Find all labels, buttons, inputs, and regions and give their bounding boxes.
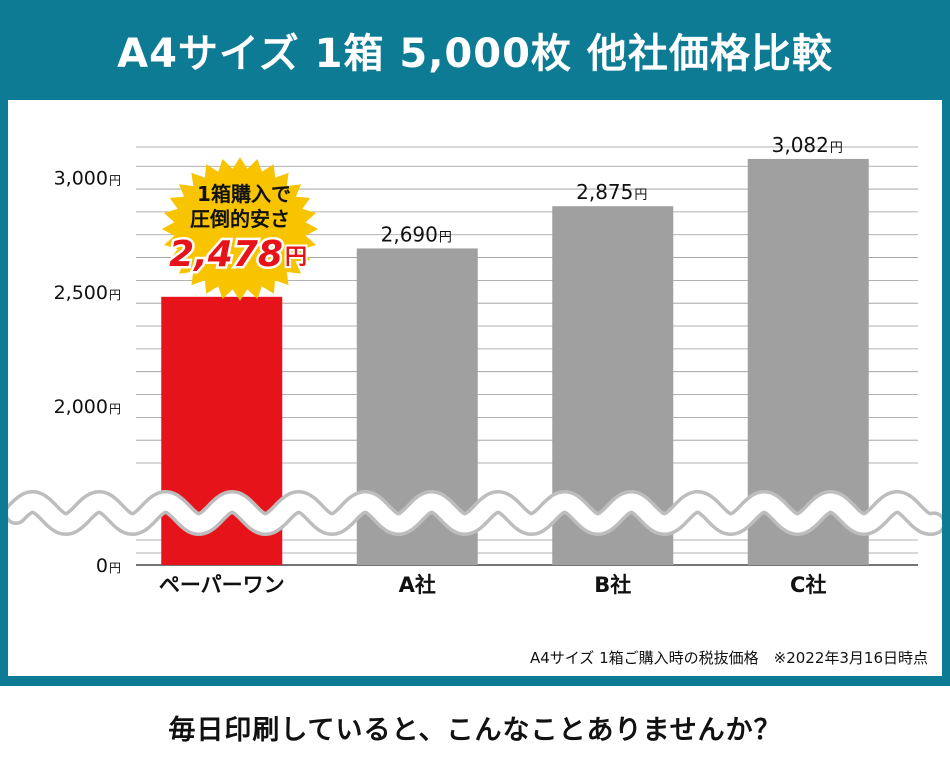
y-tick-label: 2,500: [54, 282, 108, 304]
title-banner: A4サイズ 1箱 5,000枚 他社価格比較 0 円 2,000 円 2,500 円 3,0…: [0, 0, 950, 686]
value-unit: 円: [634, 188, 647, 203]
footnote: A4サイズ 1箱ご購入時の税抜価格 ※2022年3月16日時点: [529, 649, 928, 667]
y-tick-label: 2,000: [54, 396, 108, 418]
y-tick-label: 3,000: [54, 168, 108, 190]
y-tick-unit: 円: [109, 561, 121, 575]
question-heading: 毎日印刷していると、こんなことありませんか？: [168, 715, 782, 746]
category-label: A社: [399, 573, 436, 597]
chart-title: A4サイズ 1箱 5,000枚 他社価格比較: [117, 31, 833, 77]
value-unit: 円: [439, 230, 452, 245]
category-label: C社: [790, 573, 826, 597]
badge-line-2: 圧倒的安さ: [190, 207, 290, 231]
y-tick-unit: 円: [109, 174, 121, 188]
category-label: B社: [594, 573, 631, 597]
badge-price-unit: 円: [285, 245, 307, 270]
value-label: 2,690: [381, 222, 438, 246]
chart-panel: 0 円 2,000 円 2,500 円 3,000 円ペーパーワン A社 2,690 円 B社 2,87…: [8, 100, 942, 676]
y-tick-unit: 円: [109, 402, 121, 416]
value-label: 3,082: [772, 133, 829, 157]
y-tick-unit: 円: [109, 288, 121, 302]
badge-price: 2,478: [169, 234, 283, 275]
category-label: ペーパーワン: [159, 573, 285, 597]
value-unit: 円: [830, 141, 843, 156]
starburst-badge: [162, 157, 318, 301]
badge-line-1: 1箱購入で: [197, 182, 291, 206]
axis-break: [8, 493, 942, 533]
y-tick-label: 0: [96, 555, 108, 577]
value-label: 2,875: [576, 180, 633, 204]
